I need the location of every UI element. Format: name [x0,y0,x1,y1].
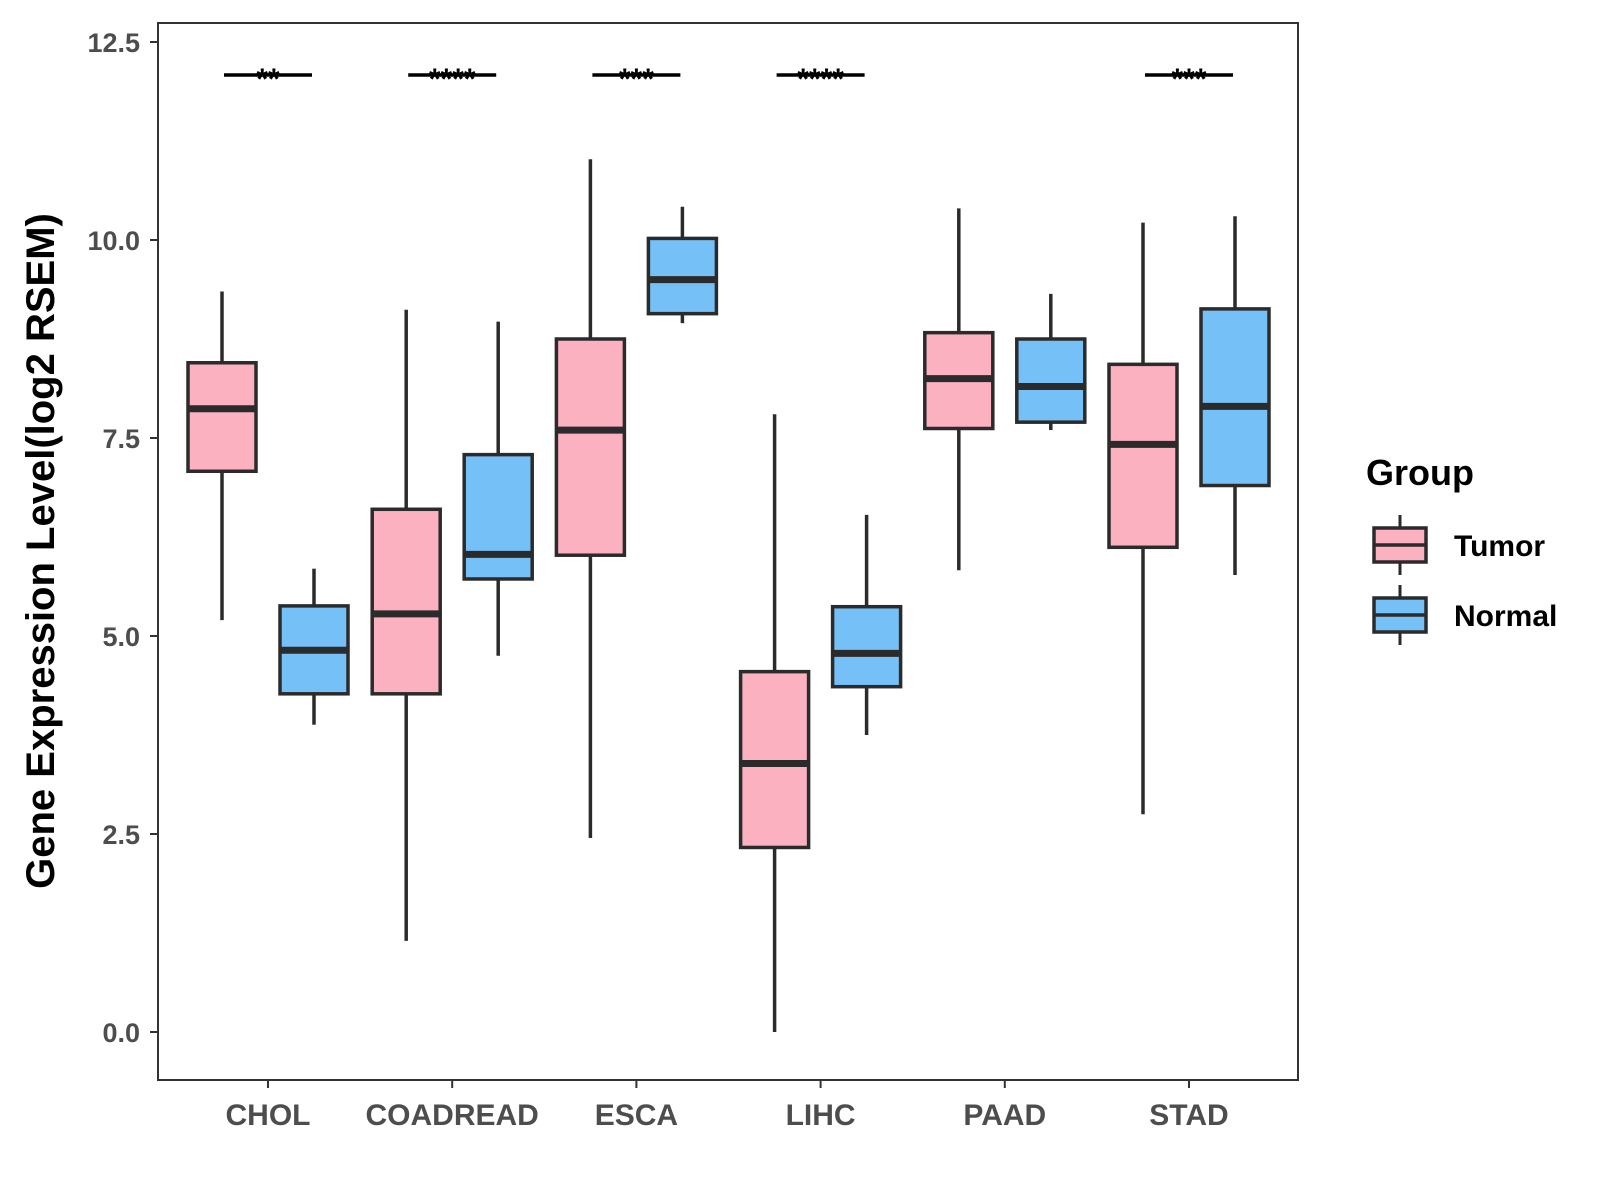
box-iqr [554,337,627,557]
box-tumor-esca [554,159,627,838]
legend-label-tumor: Tumor [1454,530,1545,563]
box-iqr [1199,307,1271,488]
legend-label-normal: Normal [1454,600,1557,633]
legend: Group Tumor Normal [1366,452,1557,645]
plot-panel-border [157,22,1299,1081]
y-tick-label: 0.0 [102,1018,140,1048]
y-axis-title: Gene Expression Level(log2 RSEM) [19,213,63,889]
significance-lihc: **** [776,63,865,96]
box-normal-lihc [830,514,903,735]
box-iqr [1107,362,1179,550]
y-tick-label: 2.5 [102,820,140,850]
y-axis: 0.0 2.5 5.0 7.5 10.0 12.5 [87,28,158,1048]
box-iqr [370,507,442,696]
box-tumor-paad [923,208,995,571]
box-iqr [186,361,258,474]
significance-label: *** [619,63,654,96]
box-normal-paad [1015,293,1087,431]
significance-label: ** [256,63,280,96]
x-tick-label: STAD [1149,1099,1228,1132]
legend-item-tumor: Tumor [1372,515,1545,575]
box-tumor-coadread [370,309,442,941]
legend-item-normal: Normal [1372,585,1557,645]
x-tick-label: ESCA [595,1099,678,1132]
box-normal-chol [278,568,350,725]
box-tumor-stad [1107,222,1179,815]
y-tick-label: 7.5 [102,424,140,454]
y-tick-label: 5.0 [102,622,140,652]
box-normal-stad [1199,216,1271,576]
significance-coadread: **** [408,63,497,96]
plot-background [158,23,1298,1080]
legend-title: Group [1366,452,1474,493]
x-tick-label: COADREAD [366,1099,539,1132]
box-normal-coadread [462,321,534,656]
significance-stad: *** [1145,63,1233,96]
box-iqr [830,604,903,689]
y-tick-label: 10.0 [87,226,140,256]
significance-label: **** [429,63,476,96]
box-iqr [646,236,719,316]
box-iqr [738,669,811,850]
significance-esca: *** [592,63,681,96]
box-iqr [462,452,534,581]
x-tick-label: LIHC [786,1099,856,1132]
box-normal-esca [646,206,719,324]
x-tick-label: PAAD [963,1099,1046,1132]
significance-label: *** [1171,63,1206,96]
significance-label: **** [797,63,844,96]
box-tumor-chol [186,291,258,621]
box-tumor-lihc [738,414,811,1032]
x-axis: CHOL COADREAD ESCA LIHC PAAD STAD [226,1080,1229,1132]
box-iqr [1015,337,1087,424]
boxes-layer [186,159,1271,1032]
significance-chol: ** [224,63,312,96]
x-tick-label: CHOL [226,1099,311,1132]
significance-layer: ** **** *** **** *** [224,63,1233,96]
y-tick-label: 12.5 [87,28,140,58]
